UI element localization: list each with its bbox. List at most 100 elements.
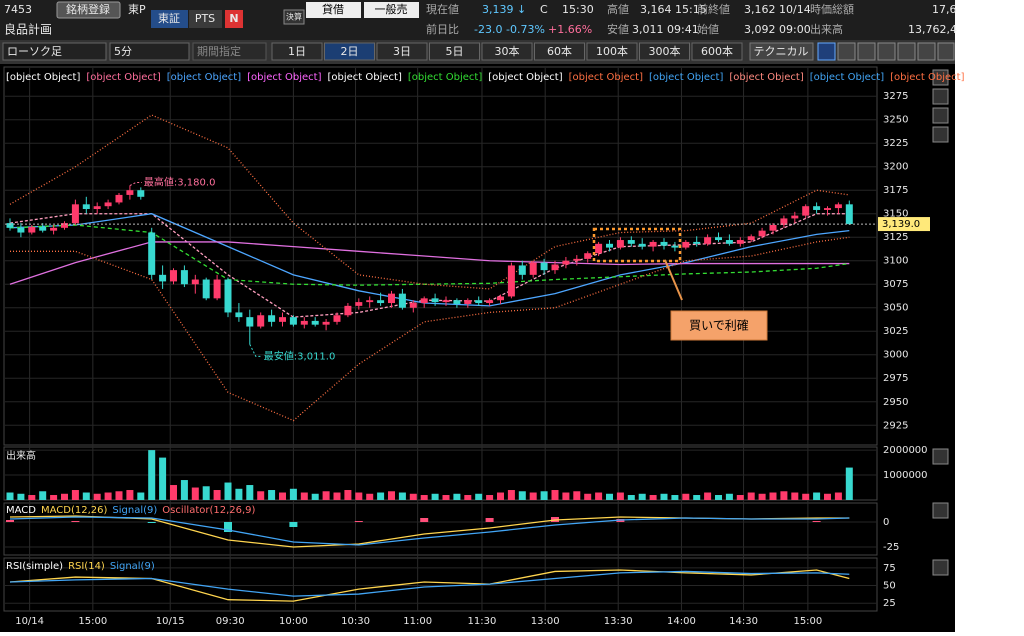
candle-body xyxy=(715,237,722,240)
quote-value: 3,011 09:41 xyxy=(632,23,699,36)
legend-entry: [object Object] xyxy=(6,72,80,83)
y-tick-label: 50 xyxy=(883,581,896,592)
quote-label: 高値 xyxy=(607,2,629,16)
icon[interactable] xyxy=(858,43,875,60)
candle-body xyxy=(235,312,242,317)
range-label[interactable]: 60本 xyxy=(547,44,572,58)
volume-bar xyxy=(813,493,820,500)
y-tick-label: 0 xyxy=(883,517,889,528)
tab-tse-label[interactable]: 東証 xyxy=(158,12,180,25)
icon[interactable] xyxy=(938,43,954,60)
y-tick-label: 3000 xyxy=(883,350,908,361)
range-label[interactable]: 600本 xyxy=(701,44,733,58)
volume-bar xyxy=(693,495,700,500)
close-button[interactable] xyxy=(933,560,948,575)
legend-entry: [object Object] xyxy=(649,72,723,83)
pane-button[interactable] xyxy=(933,127,948,142)
candle-body xyxy=(137,190,144,197)
register[interactable]: 銘柄登録 xyxy=(66,2,110,16)
range-label[interactable]: 1日 xyxy=(288,45,306,58)
range-label[interactable]: 300本 xyxy=(649,44,681,58)
technical[interactable]: テクニカル xyxy=(754,45,809,58)
pane-button[interactable] xyxy=(933,108,948,123)
range-label[interactable]: 3日 xyxy=(393,45,411,58)
pane-title: MACD xyxy=(6,505,36,516)
volume-bar xyxy=(824,494,831,500)
volume-bar xyxy=(83,493,90,500)
x-tick-label: 15:00 xyxy=(793,616,822,627)
range-label[interactable]: 5日 xyxy=(446,45,464,58)
period[interactable]: 期間指定 xyxy=(197,44,241,58)
volume-bar xyxy=(770,493,777,500)
candle-body xyxy=(301,321,308,325)
quote-value: 3,139 ↓ xyxy=(482,3,526,16)
margin-label[interactable]: 貸借 xyxy=(322,2,344,16)
candle-body xyxy=(116,195,123,203)
pane-button[interactable] xyxy=(933,89,948,104)
candle-body xyxy=(148,233,155,275)
volume-bar xyxy=(497,493,504,500)
volume-bar xyxy=(50,495,57,500)
interval[interactable]: 5分 xyxy=(114,45,132,58)
volume-bar xyxy=(17,494,24,500)
icon[interactable] xyxy=(818,43,835,60)
volume-bar xyxy=(661,494,668,500)
candle-body xyxy=(17,228,24,233)
volume-bar xyxy=(475,494,482,500)
volume-bar xyxy=(780,491,787,500)
range-label[interactable]: 30本 xyxy=(495,44,520,58)
candle-body xyxy=(573,259,580,261)
candle-body xyxy=(388,294,395,303)
y-tick-label: -25 xyxy=(883,542,899,553)
volume-bar xyxy=(323,491,330,500)
volume-bar xyxy=(105,493,112,500)
icon[interactable] xyxy=(878,43,895,60)
oscillator-bar xyxy=(420,518,428,522)
candle-body xyxy=(312,321,319,325)
chart-type[interactable]: ローソク足 xyxy=(7,45,62,58)
candle-body xyxy=(606,244,613,248)
volume-bar xyxy=(344,490,351,500)
legend-entry: [object Object] xyxy=(810,72,884,83)
pane-title: RSI(simple) xyxy=(6,561,63,572)
candle-body xyxy=(475,300,482,303)
news[interactable]: N xyxy=(229,12,238,25)
candle-body xyxy=(650,242,657,247)
y-tick-label: 3100 xyxy=(883,256,908,267)
volume-bar xyxy=(443,495,450,500)
icon[interactable] xyxy=(838,43,855,60)
legend-entry: [object Object] xyxy=(167,72,241,83)
pane-title: Signal(9) xyxy=(112,505,157,516)
quote-value: 3,092 09:00 xyxy=(744,23,811,36)
volume-bar xyxy=(552,490,559,500)
candle-body xyxy=(181,270,188,284)
close-button[interactable] xyxy=(933,503,948,518)
candle-body xyxy=(813,206,820,210)
volume-bar xyxy=(268,490,275,500)
pane-title: Signal(9) xyxy=(110,561,155,572)
oscillator-bar xyxy=(289,522,297,527)
candle-body xyxy=(835,204,842,208)
candle-body xyxy=(453,300,460,304)
x-tick-label: 13:30 xyxy=(604,616,633,627)
volume-bar xyxy=(573,491,580,500)
range-label[interactable]: 100本 xyxy=(596,44,628,58)
close-button[interactable] xyxy=(933,449,948,464)
candle-body xyxy=(366,300,373,302)
volume-bar xyxy=(61,494,68,500)
icon[interactable] xyxy=(918,43,935,60)
candle-body xyxy=(661,242,668,246)
icon[interactable] xyxy=(898,43,915,60)
quote-value: +1.66% xyxy=(548,23,592,36)
volume-bar xyxy=(835,493,842,500)
candle-body xyxy=(595,244,602,253)
candle-body xyxy=(791,216,798,219)
tab-pts-label[interactable]: PTS xyxy=(195,12,215,25)
range-label[interactable]: 2日 xyxy=(341,45,359,58)
candle-body xyxy=(323,322,330,325)
short-label[interactable]: 一般売 xyxy=(375,3,408,16)
earnings[interactable]: 決算 xyxy=(286,12,302,22)
volume-bar xyxy=(235,489,242,500)
legend-entry: [object Object] xyxy=(408,72,482,83)
